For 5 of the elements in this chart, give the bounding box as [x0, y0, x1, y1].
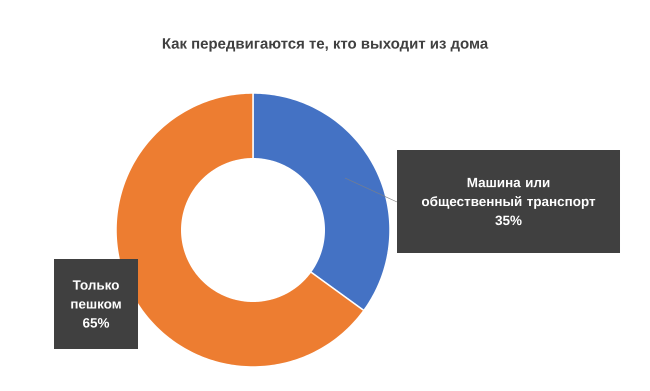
chart-title: Как передвигаются те, кто выходит из дома	[162, 38, 488, 52]
data-label: 65%	[83, 318, 110, 328]
slice-label: Машина или общественный транспорт	[422, 178, 596, 209]
data-label: 35%	[495, 216, 522, 226]
slice-label: Только пешком	[71, 280, 121, 309]
